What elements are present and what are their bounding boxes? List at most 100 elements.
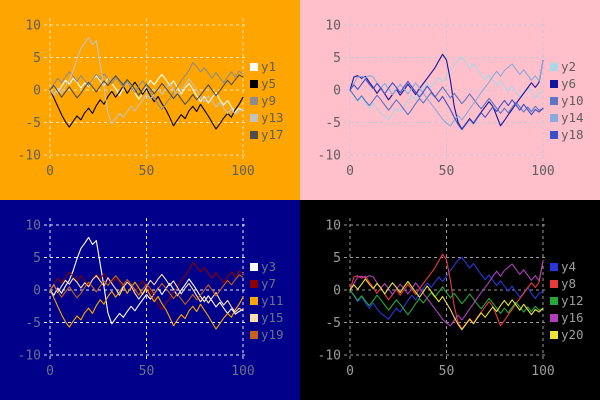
legend-label-y9: y9 — [261, 93, 277, 108]
legend-swatch-icon-y16 — [550, 313, 558, 322]
x-tick-label-0: 0 — [346, 164, 354, 179]
x-tick-label-50: 50 — [439, 164, 455, 179]
legend-entry-y14: y14 — [550, 109, 584, 126]
legend-label-y15: y15 — [261, 310, 284, 325]
y-tick-label--5: -5 — [25, 316, 41, 331]
legend-entry-y19: y19 — [250, 326, 284, 343]
legend-swatch-icon-y3 — [250, 262, 258, 271]
legend-entry-y4: y4 — [550, 258, 584, 275]
legend-swatch-icon-y2 — [550, 62, 558, 71]
legend-label-y4: y4 — [561, 259, 577, 274]
series-line-y20 — [349, 278, 544, 331]
x-tick-label-100: 100 — [531, 364, 554, 379]
legend-swatch-icon-y20 — [550, 330, 558, 339]
legend-swatch-icon-y12 — [550, 296, 558, 305]
x-tick-label-100: 100 — [531, 164, 554, 179]
legend-label-y12: y12 — [561, 293, 584, 308]
x-tick-label-50: 50 — [139, 364, 155, 379]
y-tick-label-0: 0 — [33, 284, 41, 299]
legend-entry-y8: y8 — [550, 275, 584, 292]
legend-bottom-left: y3 y7 y11 y15 y19 — [250, 258, 284, 343]
legend-entry-y1: y1 — [250, 58, 284, 75]
legend-entry-y10: y10 — [550, 92, 584, 109]
panel-bottom-left: 10 5 0 -5 -10 0 50 100 y3 y7 y11 y15 y19 — [0, 200, 300, 400]
series-line-y16 — [349, 260, 544, 327]
legend-swatch-icon-y9 — [250, 96, 258, 105]
legend-entry-y15: y15 — [250, 309, 284, 326]
legend-top-left: y1 y5 y9 y13 y17 — [250, 58, 284, 143]
legend-swatch-icon-y1 — [250, 62, 258, 71]
legend-swatch-icon-y17 — [250, 130, 258, 139]
y-tick-label-0: 0 — [333, 84, 341, 99]
legend-top-right: y2 y6 y10 y14 y18 — [550, 58, 584, 143]
series-line-y2 — [349, 56, 544, 120]
legend-swatch-icon-y7 — [250, 279, 258, 288]
panel-top-right: 10 5 0 -5 -10 0 50 100 y2 y6 y10 y14 y18 — [300, 0, 600, 200]
x-tick-label-0: 0 — [46, 164, 54, 179]
series-line-y19 — [49, 274, 244, 305]
y-tick-label-10: 10 — [325, 219, 341, 234]
legend-label-y16: y16 — [561, 310, 584, 325]
series-line-y14 — [349, 60, 544, 127]
legend-entry-y17: y17 — [250, 126, 284, 143]
series-line-y13 — [49, 36, 244, 125]
legend-label-y13: y13 — [261, 110, 284, 125]
series-line-y12 — [349, 286, 544, 316]
legend-entry-y5: y5 — [250, 75, 284, 92]
legend-entry-y3: y3 — [250, 258, 284, 275]
y-tick-label-0: 0 — [33, 84, 41, 99]
legend-entry-y9: y9 — [250, 92, 284, 109]
series-line-y15 — [49, 273, 244, 313]
legend-entry-y20: y20 — [550, 326, 584, 343]
y-tick-label--5: -5 — [25, 116, 41, 131]
legend-entry-y7: y7 — [250, 275, 284, 292]
legend-label-y6: y6 — [561, 76, 577, 91]
x-tick-label-100: 100 — [231, 364, 254, 379]
legend-label-y2: y2 — [561, 59, 577, 74]
legend-swatch-icon-y19 — [250, 330, 258, 339]
legend-label-y8: y8 — [561, 276, 577, 291]
series-line-y18 — [349, 78, 544, 131]
y-tick-label--10: -10 — [318, 349, 341, 364]
x-tick-label-0: 0 — [346, 364, 354, 379]
legend-swatch-icon-y13 — [250, 113, 258, 122]
legend-swatch-icon-y8 — [550, 279, 558, 288]
y-tick-label-10: 10 — [25, 19, 41, 34]
legend-swatch-icon-y11 — [250, 296, 258, 305]
legend-entry-y6: y6 — [550, 75, 584, 92]
y-tick-label--5: -5 — [325, 116, 341, 131]
legend-label-y1: y1 — [261, 59, 277, 74]
y-tick-label--10: -10 — [18, 349, 41, 364]
y-tick-label-5: 5 — [33, 251, 41, 266]
legend-entry-y12: y12 — [550, 292, 584, 309]
y-tick-label--10: -10 — [18, 149, 41, 164]
legend-entry-y2: y2 — [550, 58, 584, 75]
legend-swatch-icon-y15 — [250, 313, 258, 322]
y-tick-label-5: 5 — [33, 51, 41, 66]
legend-swatch-icon-y10 — [550, 96, 558, 105]
panel-bottom-right: 10 5 0 -5 -10 0 50 100 y4 y8 y12 y16 y20 — [300, 200, 600, 400]
legend-label-y10: y10 — [561, 93, 584, 108]
series-line-y17 — [49, 74, 244, 105]
x-tick-label-0: 0 — [46, 364, 54, 379]
gridlines — [44, 18, 248, 162]
legend-label-y11: y11 — [261, 293, 284, 308]
y-tick-label-10: 10 — [325, 19, 341, 34]
legend-label-y14: y14 — [561, 110, 584, 125]
legend-swatch-icon-y6 — [550, 79, 558, 88]
legend-entry-y16: y16 — [550, 309, 584, 326]
legend-label-y17: y17 — [261, 127, 284, 142]
series-line-y5 — [49, 81, 244, 130]
y-tick-label-10: 10 — [25, 219, 41, 234]
legend-entry-y13: y13 — [250, 109, 284, 126]
y-tick-label--10: -10 — [318, 149, 341, 164]
panel-top-left: 10 5 0 -5 -10 0 50 100 y1 y5 y9 y13 y17 — [0, 0, 300, 200]
